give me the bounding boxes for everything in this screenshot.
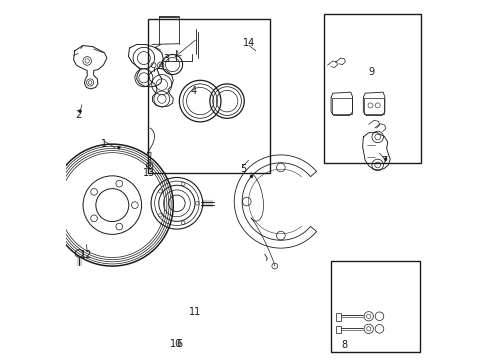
Text: 6: 6 [177,339,183,349]
Circle shape [250,175,253,178]
Circle shape [384,158,387,161]
Text: 8: 8 [341,340,347,350]
Text: 12: 12 [80,249,93,260]
Bar [148,19,270,173]
Text: 9: 9 [368,67,374,77]
Circle shape [117,146,120,149]
Text: 14: 14 [243,38,255,48]
Circle shape [78,110,81,113]
Bar [332,98,352,114]
Bar [364,98,384,114]
Bar [331,261,420,352]
Text: 1: 1 [101,139,107,149]
Text: 11: 11 [190,307,202,317]
Text: 2: 2 [75,110,81,120]
Text: 5: 5 [240,164,246,174]
Text: 13: 13 [143,168,155,178]
Text: 3: 3 [163,54,169,64]
Text: 4: 4 [191,86,197,96]
Text: 7: 7 [381,156,387,166]
Bar [337,314,341,320]
Text: 10: 10 [170,339,182,349]
Bar [337,326,341,333]
Bar [324,14,421,163]
